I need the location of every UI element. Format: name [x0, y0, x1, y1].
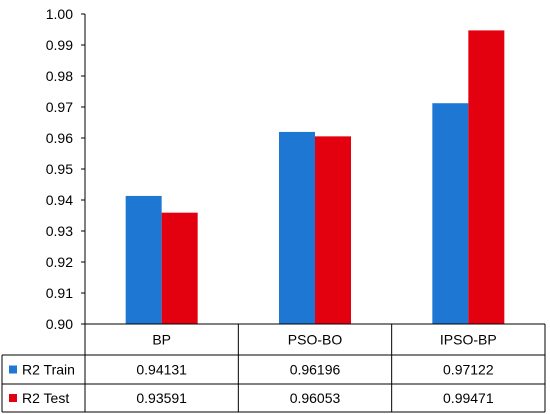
bars-group: [125, 30, 505, 325]
y-tick-label: 0.98: [46, 68, 73, 84]
table-cell-value: 0.96196: [290, 362, 341, 378]
y-tick-label: 1.00: [46, 6, 73, 22]
y-tick-label: 0.97: [46, 99, 73, 115]
y-tick-label: 0.93: [46, 223, 73, 239]
series-label: R2 Test: [22, 390, 69, 406]
table-cell-value: 0.99471: [443, 390, 494, 406]
bar-r2-train-pso-bo: [279, 131, 315, 324]
y-tick-label: 0.96: [46, 130, 73, 146]
legend-key: [9, 394, 17, 402]
y-tick-label: 0.94: [46, 192, 73, 208]
y-axis: 0.90 0.91 0.92 0.93 0.94 0.95 0.96 0.97 0.98 0.99…: [46, 6, 86, 332]
y-tick-label: 0.91: [46, 285, 73, 301]
table-cell-value: 0.94131: [136, 362, 187, 378]
table-cell-value: 0.93591: [136, 390, 187, 406]
y-tick-label: 0.95: [46, 161, 73, 177]
data-table: BP PSO-BO IPSO-BP R2 Train 0.94131 0.96196 0.9…: [1, 323, 546, 413]
y-tick-label: 0.99: [46, 37, 73, 53]
category-label: PSO-BO: [288, 332, 343, 348]
table-cell-value: 0.97122: [443, 362, 494, 378]
y-tick-label: 0.92: [46, 254, 73, 270]
bar-r2-test-ipso-bp: [468, 30, 505, 325]
legend-key: [9, 365, 17, 374]
bar-r2-test-bp: [161, 212, 198, 324]
y-tick-label: 0.90: [46, 316, 73, 332]
table-cell-value: 0.96053: [290, 390, 341, 406]
series-label: R2 Train: [22, 362, 75, 378]
bar-r2-train-ipso-bp: [432, 103, 469, 324]
bar-r2-test-pso-bo: [315, 136, 351, 324]
category-label: IPSO-BP: [440, 332, 497, 348]
category-label: BP: [152, 332, 171, 348]
bar-r2-train-bp: [125, 195, 162, 324]
